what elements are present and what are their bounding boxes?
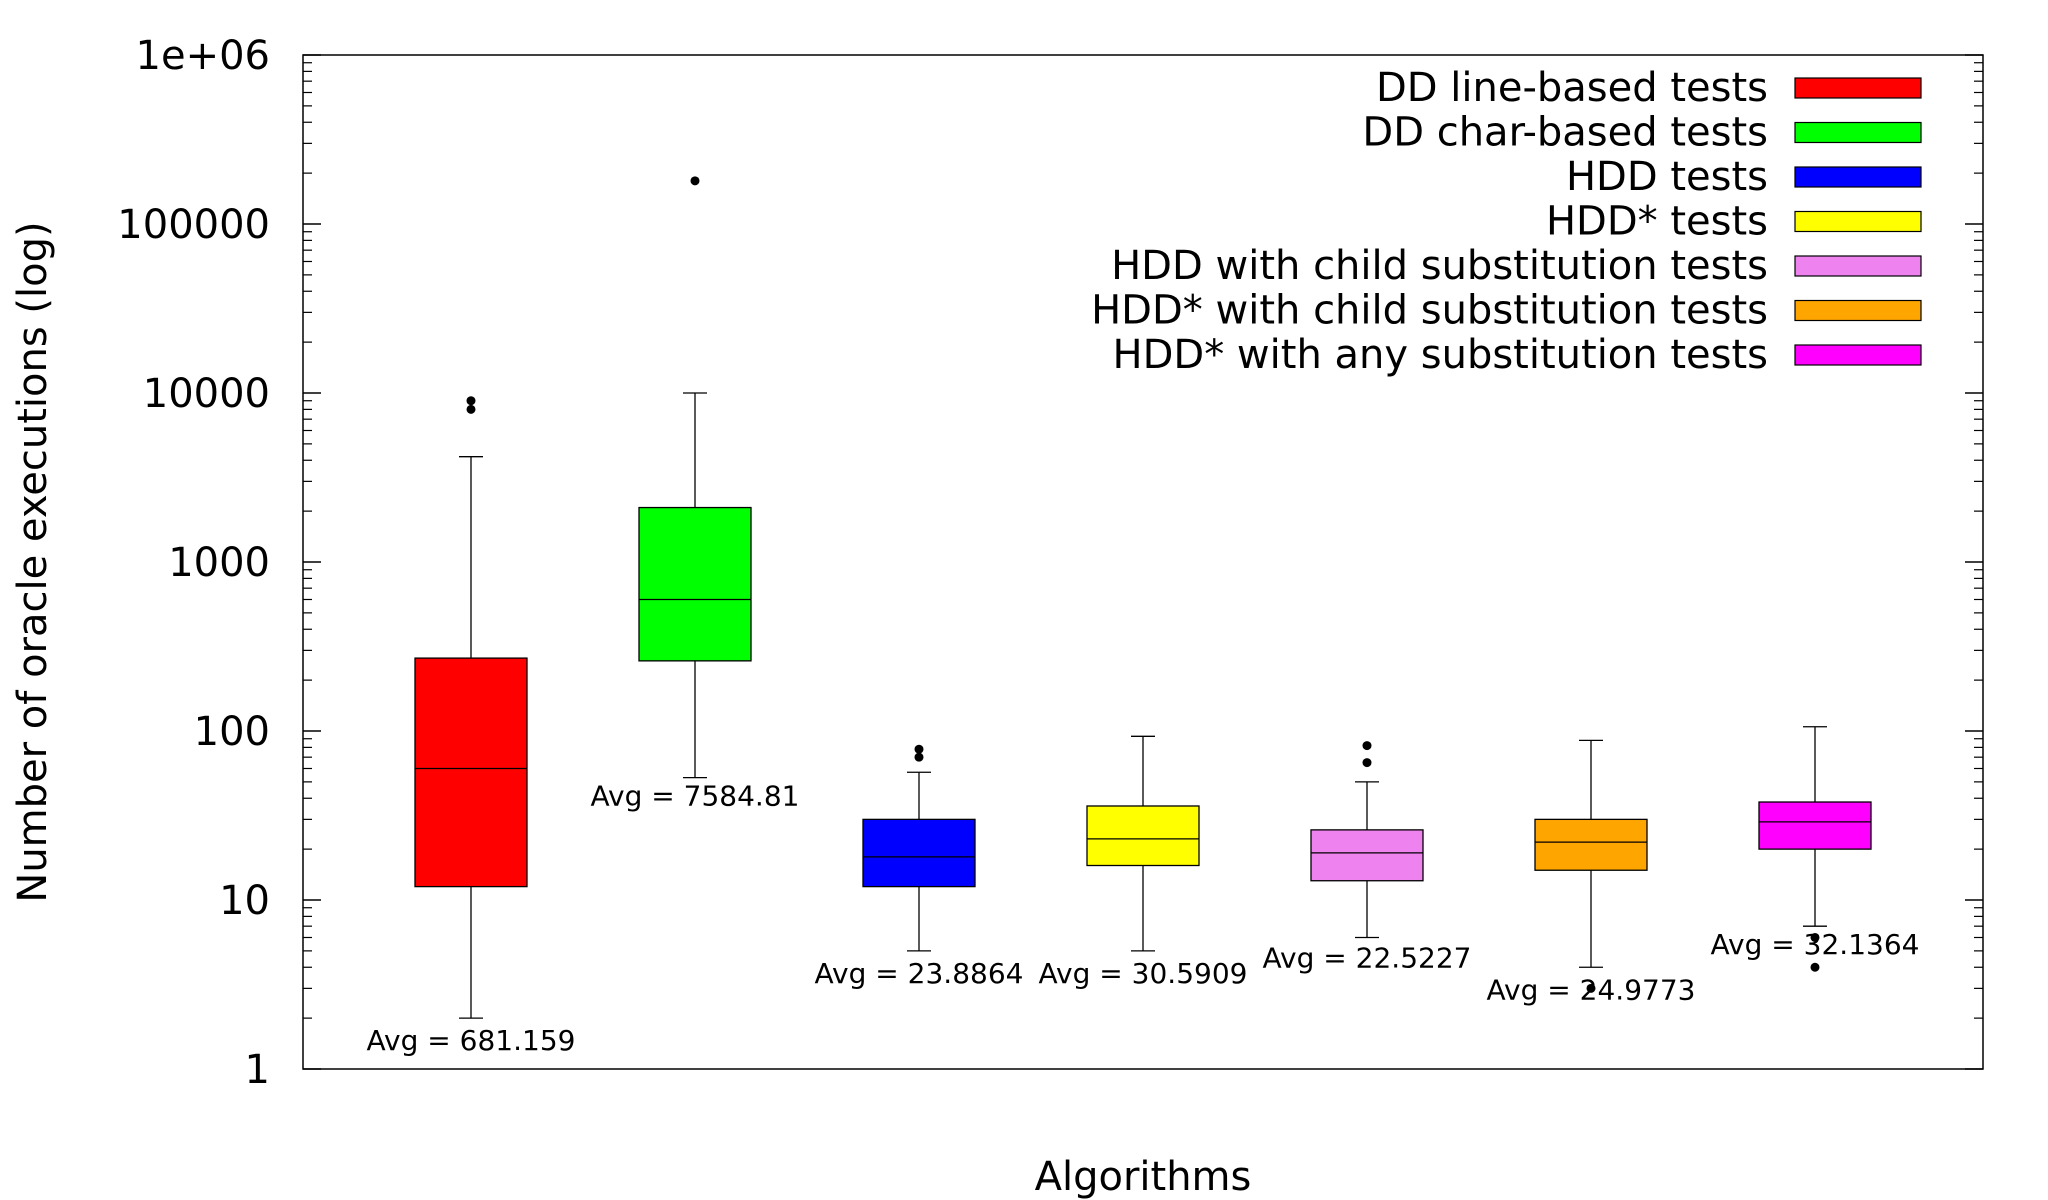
legend-swatch [1794,210,1922,233]
y-tick-label: 1 [245,1047,270,1093]
avg-label: Avg = 32.1364 [1711,928,1920,961]
legend-swatch [1794,299,1922,322]
legend-label: DD line-based tests [1376,65,1768,111]
legend-label: HDD with child substitution tests [1111,243,1768,289]
y-axis-ticks: 1 10 100 1000 10000 100000 1e+06 [117,33,1983,1093]
legend-label: DD char-based tests [1362,110,1768,156]
avg-label: Avg = 22.5227 [1263,941,1472,974]
box-body [1534,818,1648,871]
box-4: Avg = 30.5909 [1039,735,1248,990]
y-tick-label: 100 [194,709,270,755]
box-body [638,506,752,662]
outlier-point [914,752,924,762]
legend-label: HDD* with child substitution tests [1091,288,1768,334]
outlier-point [1362,741,1372,751]
box-6: Avg = 24.9773 [1487,739,1696,1006]
box-1: Avg = 681.159 [367,396,576,1057]
legend-label: HDD* with any substitution tests [1113,332,1768,378]
legend-swatch [1794,166,1922,188]
legend-label: HDD* tests [1546,199,1768,245]
outlier-point [914,744,924,754]
y-tick-label: 10000 [143,371,270,417]
avg-label: Avg = 30.5909 [1039,957,1248,990]
legend-item-1: DD line-based tests [1376,65,1922,111]
legend-swatch [1794,255,1922,277]
outlier-point [466,396,476,406]
box-7: Avg = 32.1364 [1711,726,1920,972]
outlier-point [1586,983,1596,993]
legend-item-6: HDD* with child substitution tests [1091,288,1922,334]
y-tick-label: 1000 [168,540,270,586]
box-body [1758,801,1872,850]
legend-swatch [1794,121,1922,144]
box-3: Avg = 23.8864 [815,744,1024,990]
box-body [1086,805,1200,867]
y-tick-label: 10 [219,878,270,924]
outlier-point [1362,758,1372,768]
box-body [1310,829,1424,882]
outlier-point [466,404,476,414]
legend-item-7: HDD* with any substitution tests [1113,332,1922,378]
outlier-point [690,176,700,186]
legend-swatch [1794,344,1922,366]
box-2: Avg = 7584.81 [591,176,800,813]
outlier-point [1810,932,1820,942]
avg-label: Avg = 24.9773 [1487,973,1696,1006]
box-body [414,657,528,888]
avg-label: Avg = 681.159 [367,1024,576,1057]
legend-label: HDD tests [1566,154,1768,200]
x-axis-label: Algorithms [1035,1154,1252,1200]
y-axis-label: Number of oracle executions (log) [10,221,56,902]
box-5: Avg = 22.5227 [1263,741,1472,974]
legend-swatch [1794,77,1922,99]
avg-label: Avg = 23.8864 [815,957,1024,990]
legend-item-2: DD char-based tests [1362,110,1922,156]
legend-item-3: HDD tests [1566,154,1922,200]
box-series-group: Avg = 681.159 Avg = 7584.81 Avg = 23.8864 A… [367,176,1920,1057]
box-body [862,818,976,888]
y-tick-label: 1e+06 [136,33,270,79]
legend-item-5: HDD with child substitution tests [1111,243,1922,289]
outlier-point [1810,962,1820,972]
y-tick-label: 100000 [117,202,270,248]
avg-label: Avg = 7584.81 [591,780,800,813]
legend-item-4: HDD* tests [1546,199,1922,245]
